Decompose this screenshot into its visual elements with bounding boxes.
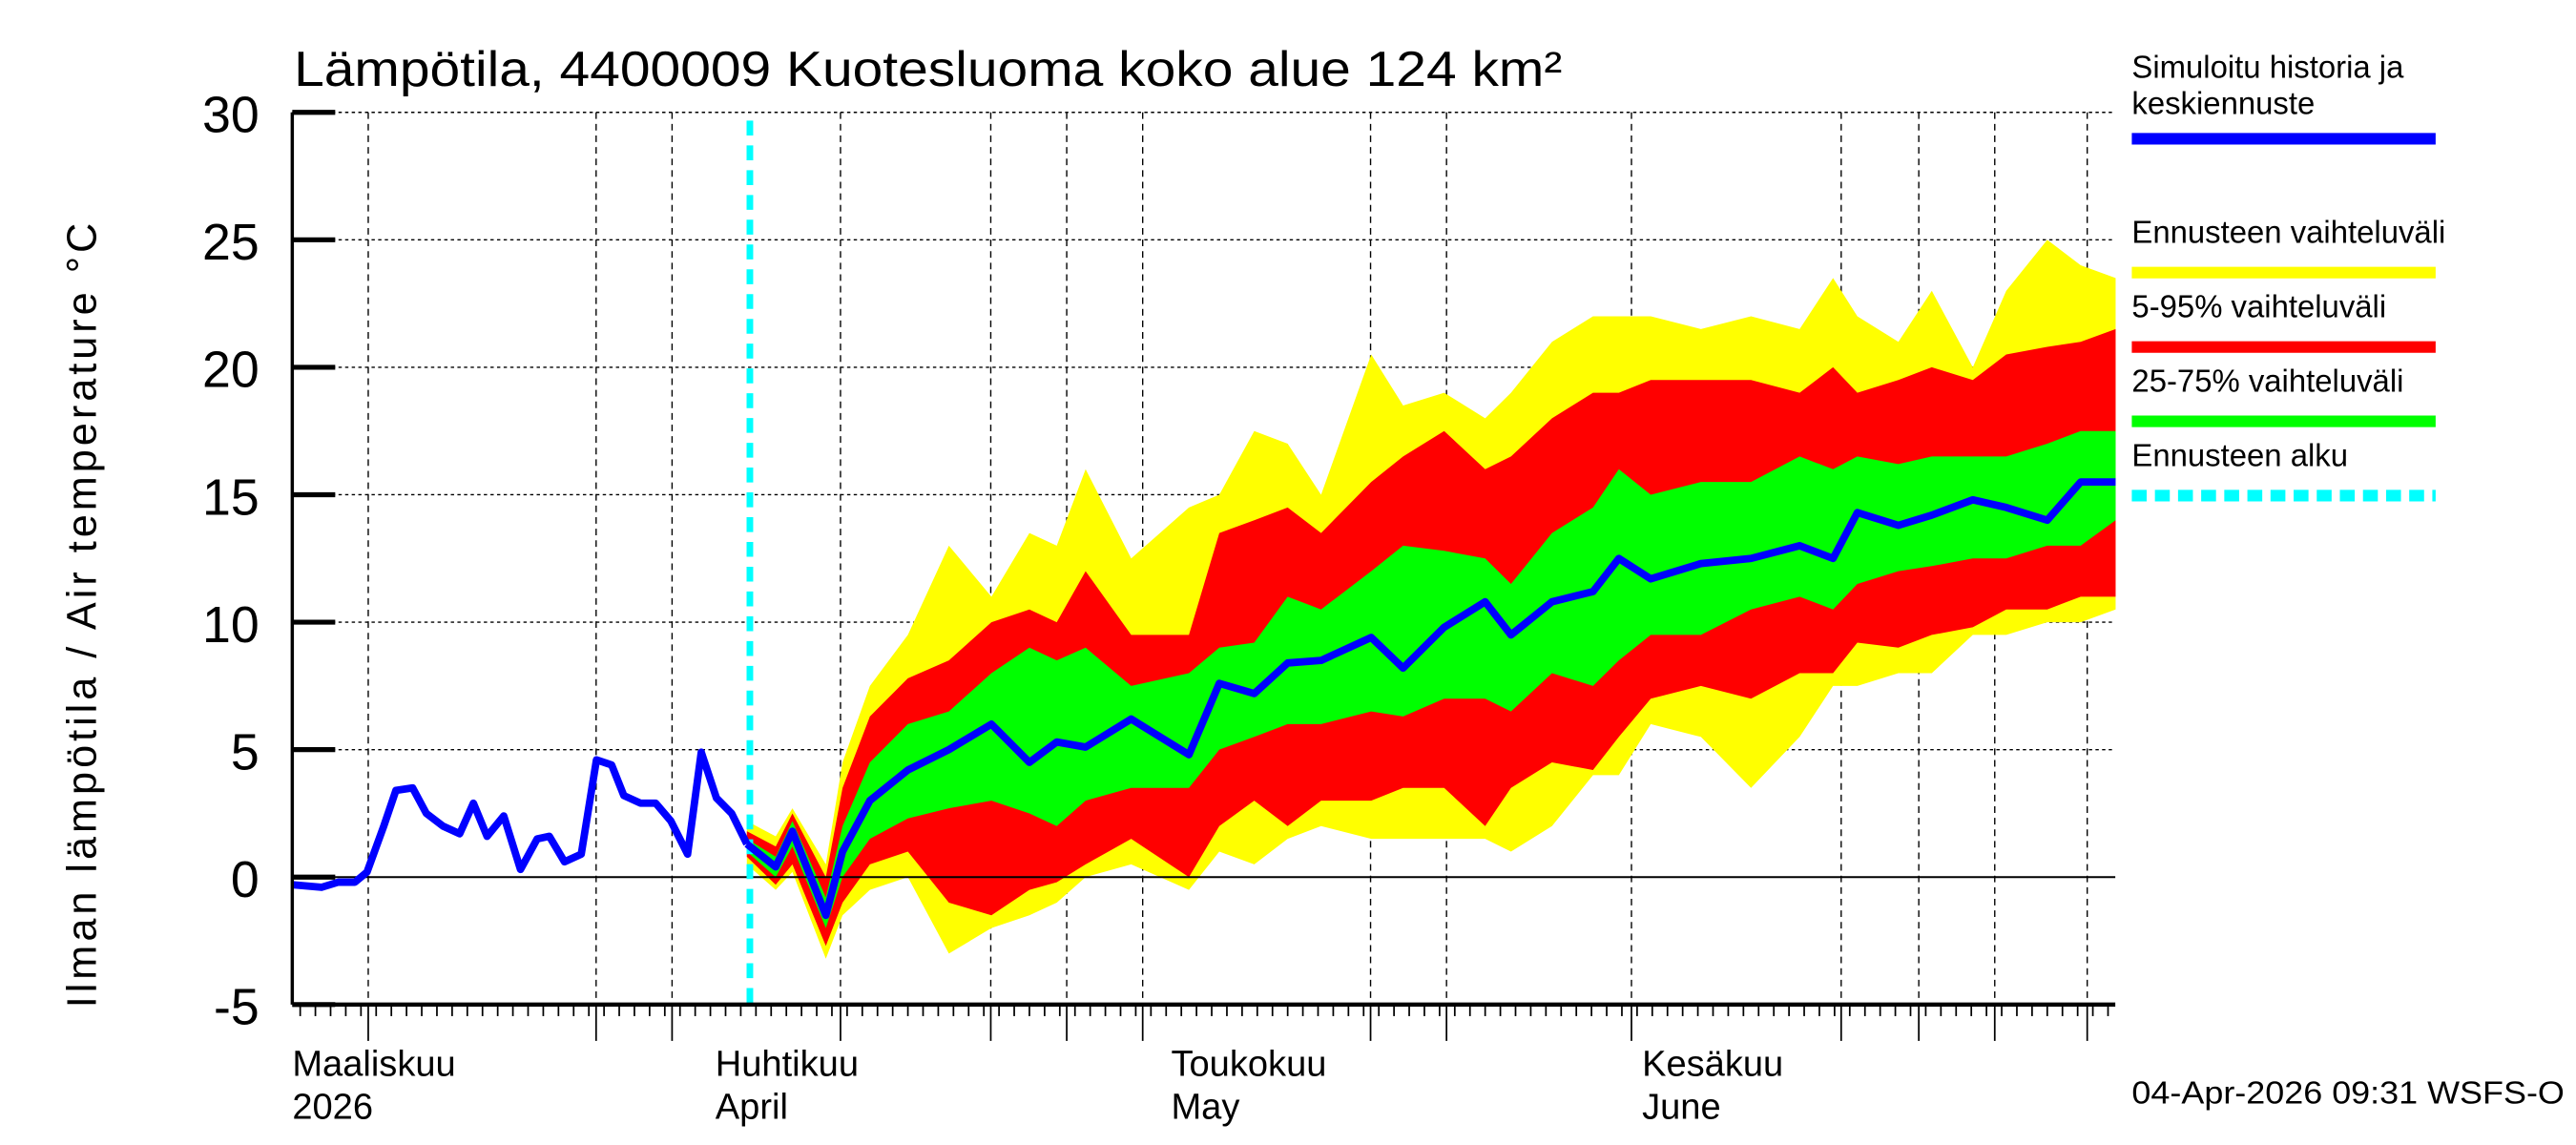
lines — [292, 120, 2116, 1005]
y-tick-label: -5 — [214, 979, 260, 1036]
month-label: Maaliskuu — [292, 1044, 455, 1084]
y-tick-label: 30 — [202, 87, 260, 144]
legend-label: Ennusteen vaihteluväli — [2131, 215, 2445, 250]
legend-label: Ennusteen alku — [2131, 437, 2348, 472]
y-tick-label: 0 — [231, 851, 260, 908]
forecast-median-line — [744, 478, 2116, 920]
legend-label: Simuloitu historia ja — [2131, 49, 2404, 84]
month-label-en: May — [1171, 1087, 1239, 1127]
y-tick-label: 25 — [202, 214, 260, 271]
month-label-en: 2026 — [292, 1087, 373, 1127]
y-axis-label: Ilman lämpötila / Air temperature °C — [59, 223, 105, 1009]
legend-label: keskiennuste — [2131, 85, 2315, 120]
chart-title: Lämpötila, 4400009 Kuotesluoma koko alue… — [294, 42, 1562, 97]
y-tick-label: 20 — [202, 342, 260, 399]
month-label: Toukokuu — [1171, 1044, 1326, 1084]
y-tick-label: 15 — [202, 468, 260, 526]
month-label: Huhtikuu — [716, 1044, 859, 1084]
y-tick-label: 10 — [202, 596, 260, 654]
history-line — [292, 748, 751, 891]
legend-label: 25-75% vaihteluväli — [2131, 363, 2403, 398]
month-label-en: April — [716, 1087, 788, 1127]
legend-label: 5-95% vaihteluväli — [2131, 288, 2386, 323]
bands — [746, 239, 2116, 959]
y-tick-label: 5 — [231, 723, 260, 781]
month-label-en: June — [1642, 1087, 1721, 1127]
month-label: Kesäkuu — [1642, 1044, 1783, 1084]
footer-timestamp: 04-Apr-2026 09:31 WSFS-O — [2131, 1075, 2564, 1111]
